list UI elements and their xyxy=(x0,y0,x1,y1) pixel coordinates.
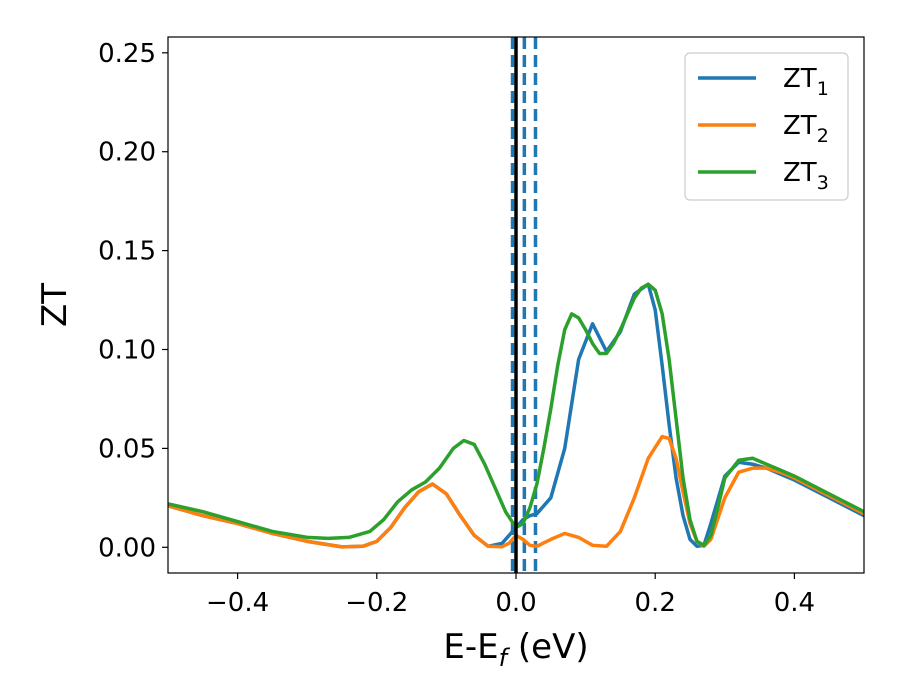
x-axis: −0.4 −0.2 0.0 0.2 0.4 xyxy=(206,573,815,618)
x-tick-label: −0.4 xyxy=(206,588,269,618)
legend-box xyxy=(684,52,849,201)
y-tick-label: 0.05 xyxy=(98,434,156,464)
y-tick-label: 0.10 xyxy=(98,336,156,366)
x-tick-label: −0.2 xyxy=(345,588,408,618)
legend-label-zt3: ZT3 xyxy=(783,158,829,194)
y-tick-label: 0.20 xyxy=(98,138,156,168)
series-lines xyxy=(168,37,864,573)
x-axis-label-base: E-E xyxy=(443,627,498,667)
y-axis: 0.00 0.05 0.10 0.15 0.20 0.25 xyxy=(98,39,168,563)
y-axis-label: ZT xyxy=(35,283,75,327)
x-axis-label: E-Ef (eV) xyxy=(443,627,588,672)
legend-label-zt1: ZT1 xyxy=(783,64,829,100)
x-tick-label: 0.2 xyxy=(635,588,676,618)
series-line-zt2 xyxy=(168,434,864,549)
x-tick-label: 0.0 xyxy=(495,588,536,618)
legend: ZT1 ZT2 ZT3 xyxy=(684,52,849,201)
series-line-zt3 xyxy=(168,282,864,548)
legend-label-zt2: ZT2 xyxy=(783,111,829,147)
y-tick-label: 0.00 xyxy=(98,533,156,563)
x-tick-label: 0.4 xyxy=(774,588,815,618)
x-axis-label-unit: (eV) xyxy=(507,627,589,667)
y-tick-label: 0.25 xyxy=(98,39,156,69)
y-tick-label: 0.15 xyxy=(98,237,156,267)
